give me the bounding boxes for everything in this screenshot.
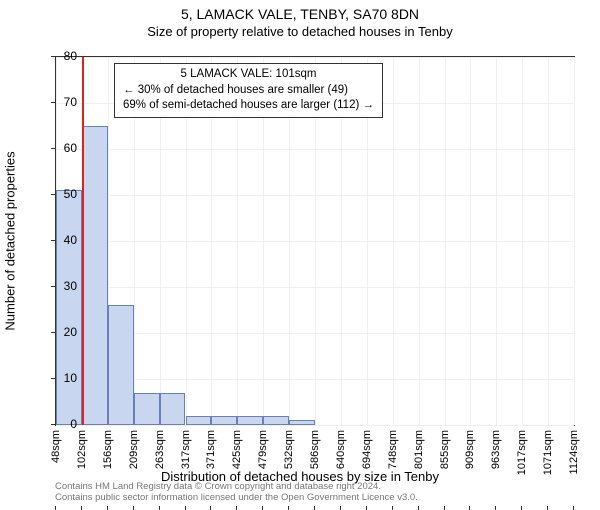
- y-tick-mark: [51, 378, 55, 379]
- plot-area: 5 LAMACK VALE: 101sqm← 30% of detached h…: [55, 56, 575, 426]
- y-tick-label: 60: [64, 141, 77, 155]
- gridline-v: [496, 57, 497, 425]
- histogram-bar: [56, 190, 82, 425]
- gridline-h: [56, 425, 574, 426]
- y-tick-label: 20: [64, 325, 77, 339]
- y-tick-label: 30: [64, 279, 77, 293]
- footer-line2: Contains public sector information licen…: [55, 493, 418, 504]
- y-tick-label: 70: [64, 95, 77, 109]
- x-tick-label: 1017sqm: [516, 430, 528, 475]
- x-tick-label: 748sqm: [387, 430, 399, 469]
- chart-container: 5, LAMACK VALE, TENBY, SA70 8DN Size of …: [0, 6, 600, 506]
- x-tick-mark: [573, 506, 574, 510]
- gridline-v: [470, 57, 471, 425]
- x-tick-label: 209sqm: [128, 430, 140, 469]
- y-tick-label: 80: [64, 49, 77, 63]
- x-tick-label: 48sqm: [50, 430, 62, 463]
- x-tick-label: 425sqm: [231, 430, 243, 469]
- y-tick-mark: [51, 332, 55, 333]
- x-tick-mark: [236, 506, 237, 510]
- highlight-marker-line: [82, 57, 84, 425]
- x-tick-mark: [366, 506, 367, 510]
- gridline-v: [393, 57, 394, 425]
- y-tick-label: 40: [64, 233, 77, 247]
- y-tick-mark: [51, 424, 55, 425]
- x-tick-mark: [288, 506, 289, 510]
- x-tick-mark: [81, 506, 82, 510]
- gridline-v: [574, 57, 575, 425]
- y-tick-label: 0: [70, 417, 77, 431]
- x-tick-mark: [340, 506, 341, 510]
- gridline-v: [419, 57, 420, 425]
- y-tick-mark: [51, 102, 55, 103]
- gridline-v: [522, 57, 523, 425]
- annotation-line: ← 30% of detached houses are smaller (49…: [123, 83, 374, 99]
- y-tick-mark: [51, 194, 55, 195]
- footer-attribution: Contains HM Land Registry data © Crown c…: [55, 482, 418, 504]
- annotation-line: 69% of semi-detached houses are larger (…: [123, 98, 374, 114]
- x-tick-label: 694sqm: [361, 430, 373, 469]
- x-tick-mark: [262, 506, 263, 510]
- histogram-bar: [186, 416, 212, 425]
- histogram-bar: [134, 393, 160, 425]
- y-tick-mark: [51, 148, 55, 149]
- x-tick-mark: [185, 506, 186, 510]
- chart-title: 5, LAMACK VALE, TENBY, SA70 8DN: [0, 6, 600, 22]
- x-tick-mark: [495, 506, 496, 510]
- histogram-bar: [237, 416, 263, 425]
- gridline-v: [445, 57, 446, 425]
- x-tick-label: 1071sqm: [542, 430, 554, 475]
- histogram-bar: [82, 126, 108, 425]
- x-tick-label: 801sqm: [413, 430, 425, 469]
- x-tick-label: 963sqm: [490, 430, 502, 469]
- x-tick-label: 479sqm: [257, 430, 269, 469]
- annotation-line: 5 LAMACK VALE: 101sqm: [123, 67, 374, 83]
- y-tick-mark: [51, 56, 55, 57]
- x-tick-mark: [469, 506, 470, 510]
- x-tick-mark: [547, 506, 548, 510]
- x-tick-label: 371sqm: [205, 430, 217, 469]
- y-tick-label: 50: [64, 187, 77, 201]
- x-tick-mark: [521, 506, 522, 510]
- annotation-box: 5 LAMACK VALE: 101sqm← 30% of detached h…: [114, 63, 383, 118]
- y-tick-mark: [51, 286, 55, 287]
- x-tick-mark: [314, 506, 315, 510]
- histogram-bar: [108, 305, 134, 425]
- x-tick-mark: [392, 506, 393, 510]
- x-tick-label: 532sqm: [283, 430, 295, 469]
- y-tick-label: 10: [64, 371, 77, 385]
- histogram-bar: [289, 420, 315, 425]
- histogram-bar: [263, 416, 289, 425]
- gridline-v: [548, 57, 549, 425]
- x-tick-mark: [159, 506, 160, 510]
- x-tick-mark: [444, 506, 445, 510]
- x-tick-label: 263sqm: [154, 430, 166, 469]
- x-tick-label: 640sqm: [335, 430, 347, 469]
- x-tick-label: 317sqm: [180, 430, 192, 469]
- chart-subtitle: Size of property relative to detached ho…: [0, 24, 600, 39]
- x-tick-mark: [107, 506, 108, 510]
- histogram-bar: [211, 416, 237, 425]
- y-tick-mark: [51, 240, 55, 241]
- histogram-bar: [160, 393, 186, 425]
- x-tick-label: 909sqm: [464, 430, 476, 469]
- x-tick-label: 156sqm: [102, 430, 114, 469]
- x-tick-label: 855sqm: [439, 430, 451, 469]
- x-tick-label: 586sqm: [309, 430, 321, 469]
- x-tick-mark: [133, 506, 134, 510]
- x-tick-mark: [418, 506, 419, 510]
- x-tick-mark: [210, 506, 211, 510]
- y-axis-label: Number of detached properties: [3, 151, 18, 330]
- x-tick-label: 1124sqm: [568, 430, 580, 474]
- x-tick-mark: [55, 506, 56, 510]
- x-tick-label: 102sqm: [76, 430, 88, 469]
